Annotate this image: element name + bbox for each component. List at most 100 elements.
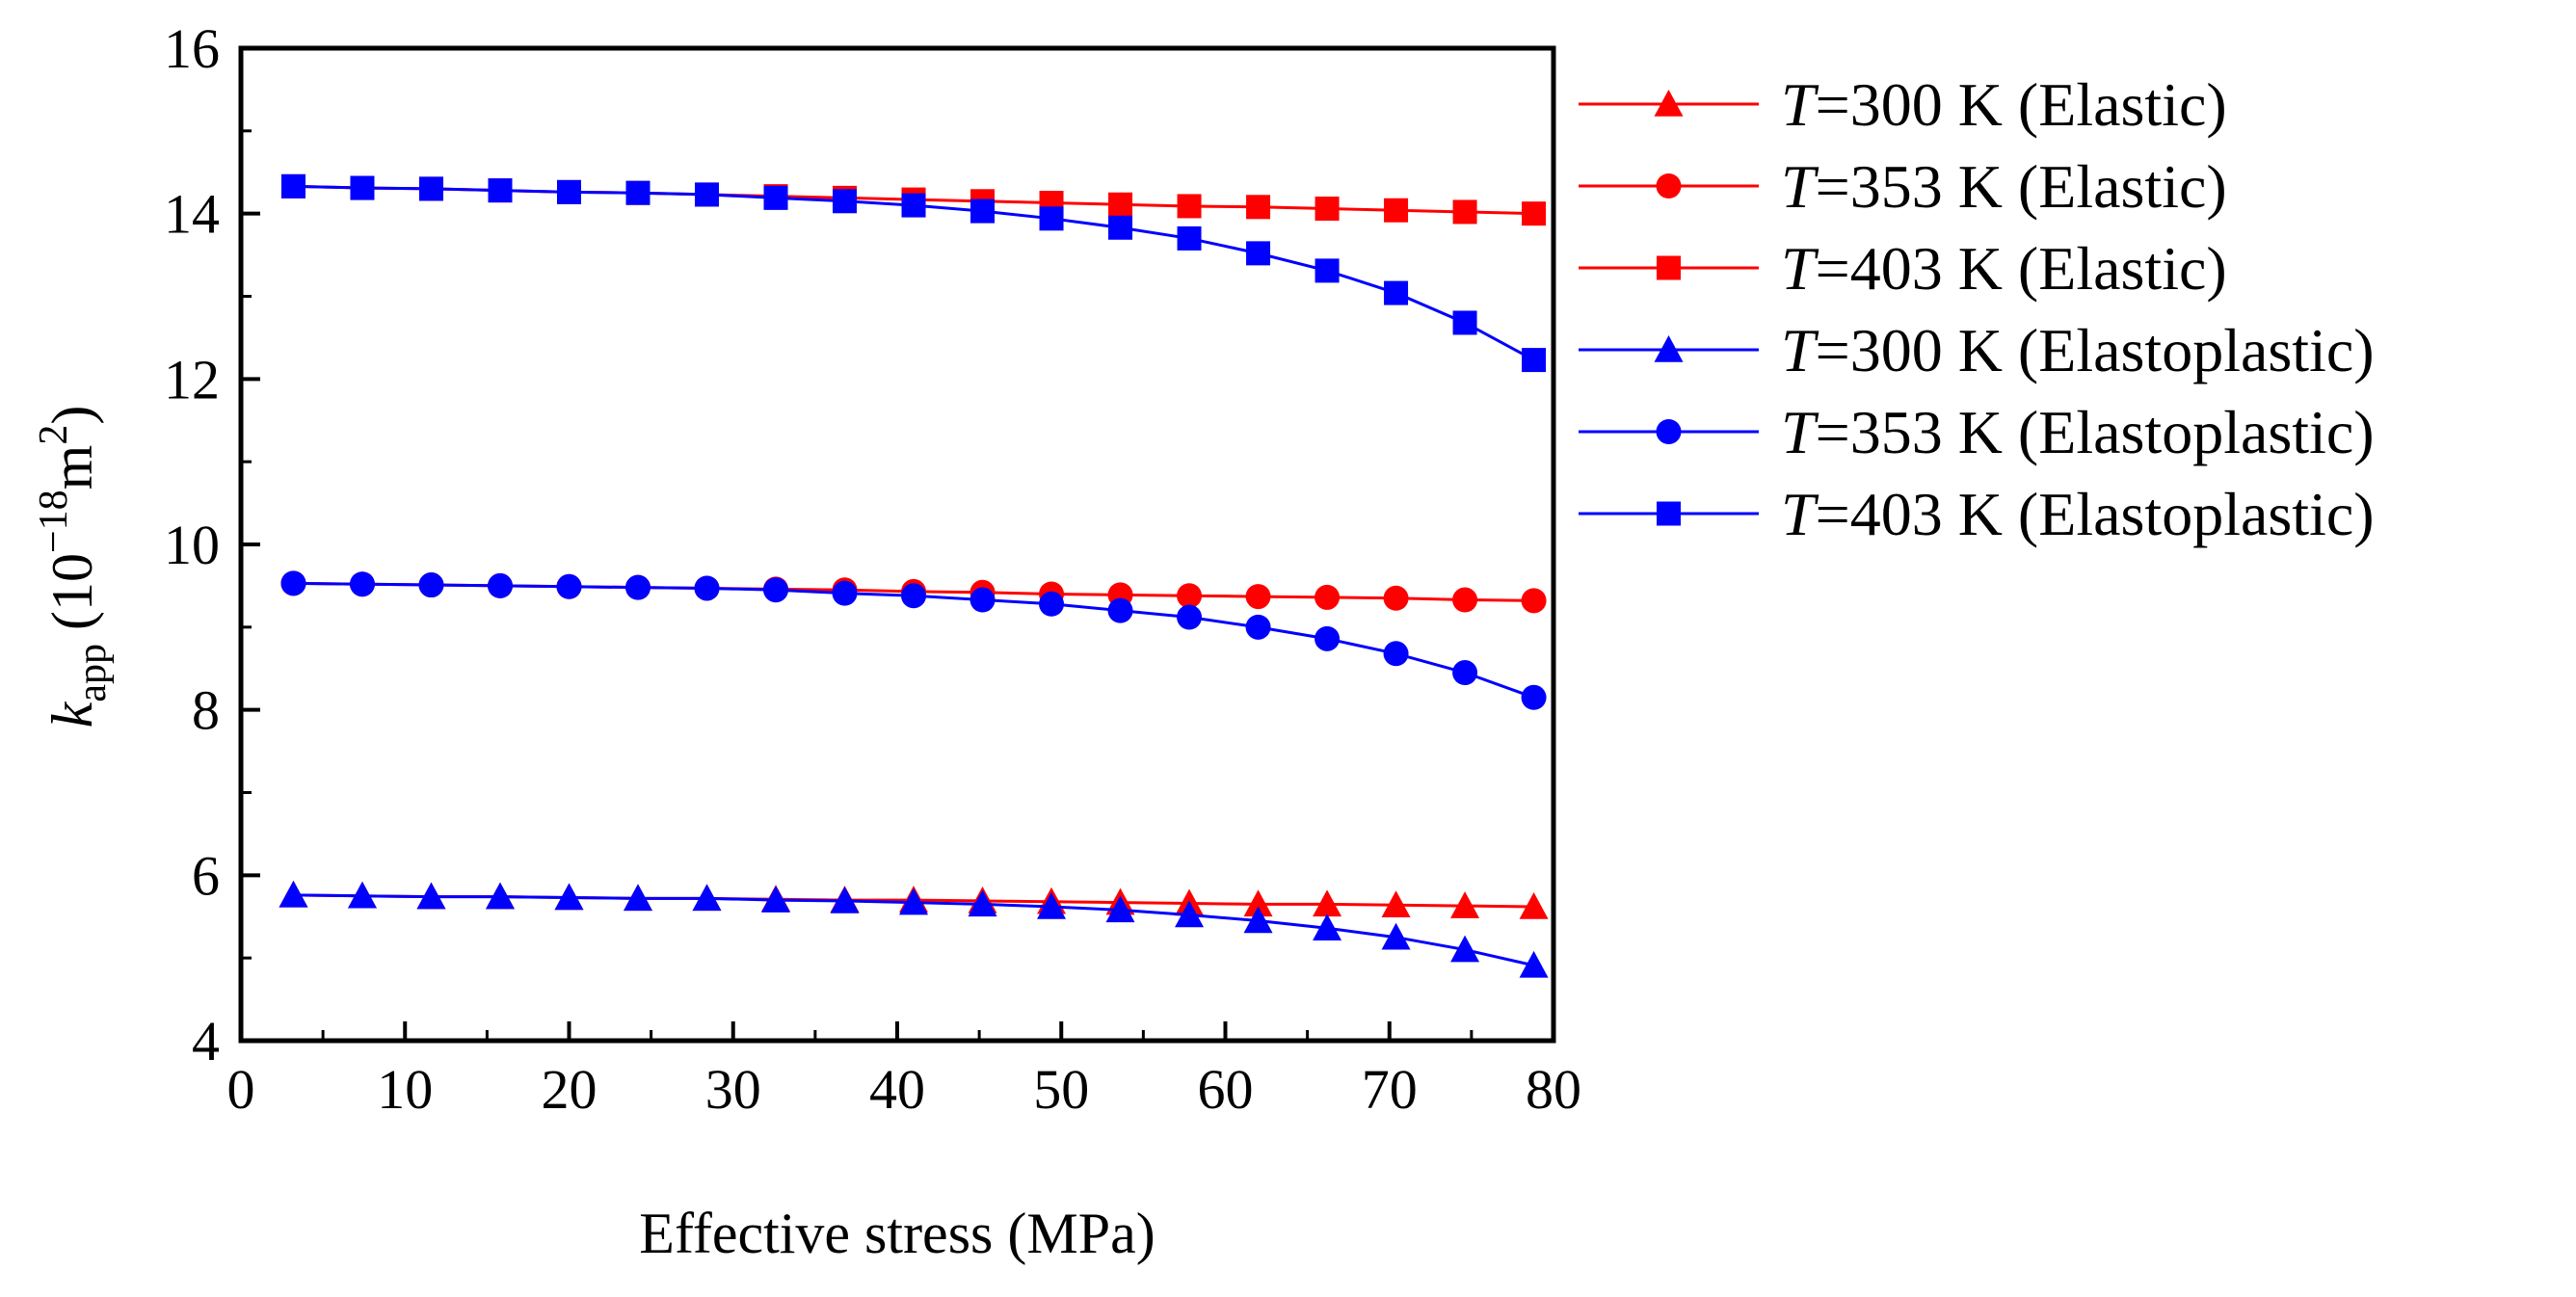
- legend-var: T: [1781, 70, 1819, 139]
- series-4-point: [279, 880, 308, 908]
- series-5-point: [901, 583, 927, 609]
- x-tick-label: 50: [1033, 1058, 1089, 1121]
- series-4-point: [1105, 895, 1135, 923]
- series-5-point: [349, 571, 375, 597]
- series-6-point: [1246, 241, 1271, 266]
- series-2-point: [1315, 584, 1341, 610]
- legend-label: T=353 K (Elastoplastic): [1781, 398, 2375, 466]
- series-6-point: [488, 178, 513, 203]
- series-3-point: [1108, 192, 1133, 217]
- legend-label: T=300 K (Elastic): [1781, 70, 2227, 139]
- legend-rest: =300 K (Elastic): [1816, 70, 2227, 139]
- y-axis-unit-prefix: (10: [40, 553, 104, 630]
- series-4-point: [1381, 922, 1411, 950]
- series-5: [280, 570, 1547, 710]
- y-axis-exp1: −18: [32, 490, 76, 553]
- series-3-point: [1177, 194, 1202, 219]
- x-tick-label: 10: [377, 1058, 433, 1121]
- series-2-point: [1177, 583, 1203, 609]
- legend-marker: [1656, 419, 1682, 444]
- series-6-point: [1177, 225, 1202, 251]
- series-3-point: [1522, 201, 1547, 226]
- series-6-point: [1522, 348, 1547, 373]
- legend-item-1: T=300 K (Elastic): [1579, 70, 2227, 139]
- legend-item-2: T=353 K (Elastic): [1579, 152, 2227, 221]
- y-axis-unit-mid: m: [40, 445, 104, 490]
- series-4-point: [1519, 950, 1549, 978]
- series-4-point: [624, 884, 653, 912]
- series-3-point: [1384, 198, 1409, 223]
- series-6-point: [557, 179, 581, 204]
- y-tick-label: 14: [164, 183, 220, 246]
- legend-label: T=403 K (Elastoplastic): [1781, 480, 2375, 548]
- series-5-point: [694, 575, 720, 601]
- series-6-point: [625, 180, 651, 205]
- legend-label: T=403 K (Elastic): [1781, 234, 2227, 303]
- series-6-point: [1039, 206, 1064, 231]
- series-5-point: [280, 570, 306, 596]
- y-axis-var: k: [40, 701, 104, 728]
- series-4-point: [1037, 891, 1067, 919]
- legend-item-5: T=353 K (Elastoplastic): [1579, 398, 2375, 466]
- legend-item-3: T=403 K (Elastic): [1579, 234, 2227, 303]
- legend-var: T: [1781, 234, 1819, 303]
- legend-marker: [1654, 90, 1684, 117]
- series-5-point: [556, 573, 582, 599]
- legend-marker: [1657, 255, 1681, 280]
- series-layer: [279, 173, 1549, 978]
- y-tick-label: 8: [192, 679, 220, 742]
- series-4-point: [347, 881, 377, 909]
- y-tick-label: 16: [164, 17, 220, 80]
- series-5-point: [1383, 641, 1409, 667]
- series-4-point: [761, 886, 791, 913]
- legend-label: T=353 K (Elastic): [1781, 152, 2227, 221]
- series-5-point: [1245, 614, 1271, 640]
- series-4: [279, 880, 1549, 978]
- series-1-point: [1450, 891, 1480, 918]
- legend-marker: [1654, 335, 1684, 362]
- series-6-point: [763, 185, 788, 210]
- legend-var: T: [1781, 316, 1819, 384]
- series-2-point: [1452, 587, 1478, 613]
- x-tick-label: 70: [1362, 1058, 1418, 1121]
- series-5-point: [487, 572, 513, 598]
- series-4-point: [1450, 935, 1480, 963]
- series-4-point: [968, 889, 997, 917]
- series-6-point: [695, 182, 720, 207]
- series-5-point: [1039, 591, 1065, 617]
- y-tick-label: 4: [192, 1010, 220, 1072]
- series-4-point: [899, 887, 929, 915]
- legend-label: T=300 K (Elastoplastic): [1781, 316, 2375, 384]
- series-5-point: [418, 572, 444, 598]
- series-6-point: [970, 199, 996, 224]
- series-6-point: [901, 193, 926, 218]
- series-6-point: [1384, 280, 1409, 305]
- series-4-point: [485, 882, 515, 910]
- series-5-point: [1107, 597, 1133, 623]
- series-3-point: [1315, 197, 1340, 222]
- series-5-point: [969, 587, 996, 613]
- series-4-point: [1175, 900, 1205, 928]
- series-5-point: [1452, 660, 1478, 686]
- series-5-point: [832, 580, 858, 606]
- legend-rest: =403 K (Elastic): [1816, 234, 2227, 303]
- legend: T=300 K (Elastic)T=353 K (Elastic)T=403 …: [1579, 70, 2375, 548]
- legend-marker: [1657, 501, 1681, 526]
- series-5-point: [1521, 684, 1547, 710]
- y-axis-sub: app: [70, 644, 115, 702]
- y-axis-exp2: 2: [32, 425, 76, 445]
- y-tick-label: 10: [164, 514, 220, 576]
- series-6-point: [833, 189, 858, 214]
- series-6-point: [418, 176, 443, 201]
- series-2-point: [1383, 585, 1409, 611]
- x-tick-label: 80: [1526, 1058, 1581, 1121]
- x-axis-title: Effective stress (MPa): [639, 1202, 1155, 1265]
- series-6-point: [1108, 215, 1133, 240]
- series-1-point: [1243, 889, 1273, 917]
- series-4-point: [1313, 913, 1342, 941]
- legend-rest: =353 K (Elastic): [1816, 152, 2227, 221]
- legend-rest: =300 K (Elastoplastic): [1816, 316, 2375, 384]
- y-tick-label: 12: [164, 348, 220, 410]
- series-4-point: [416, 882, 446, 910]
- series-1-point: [1519, 891, 1549, 919]
